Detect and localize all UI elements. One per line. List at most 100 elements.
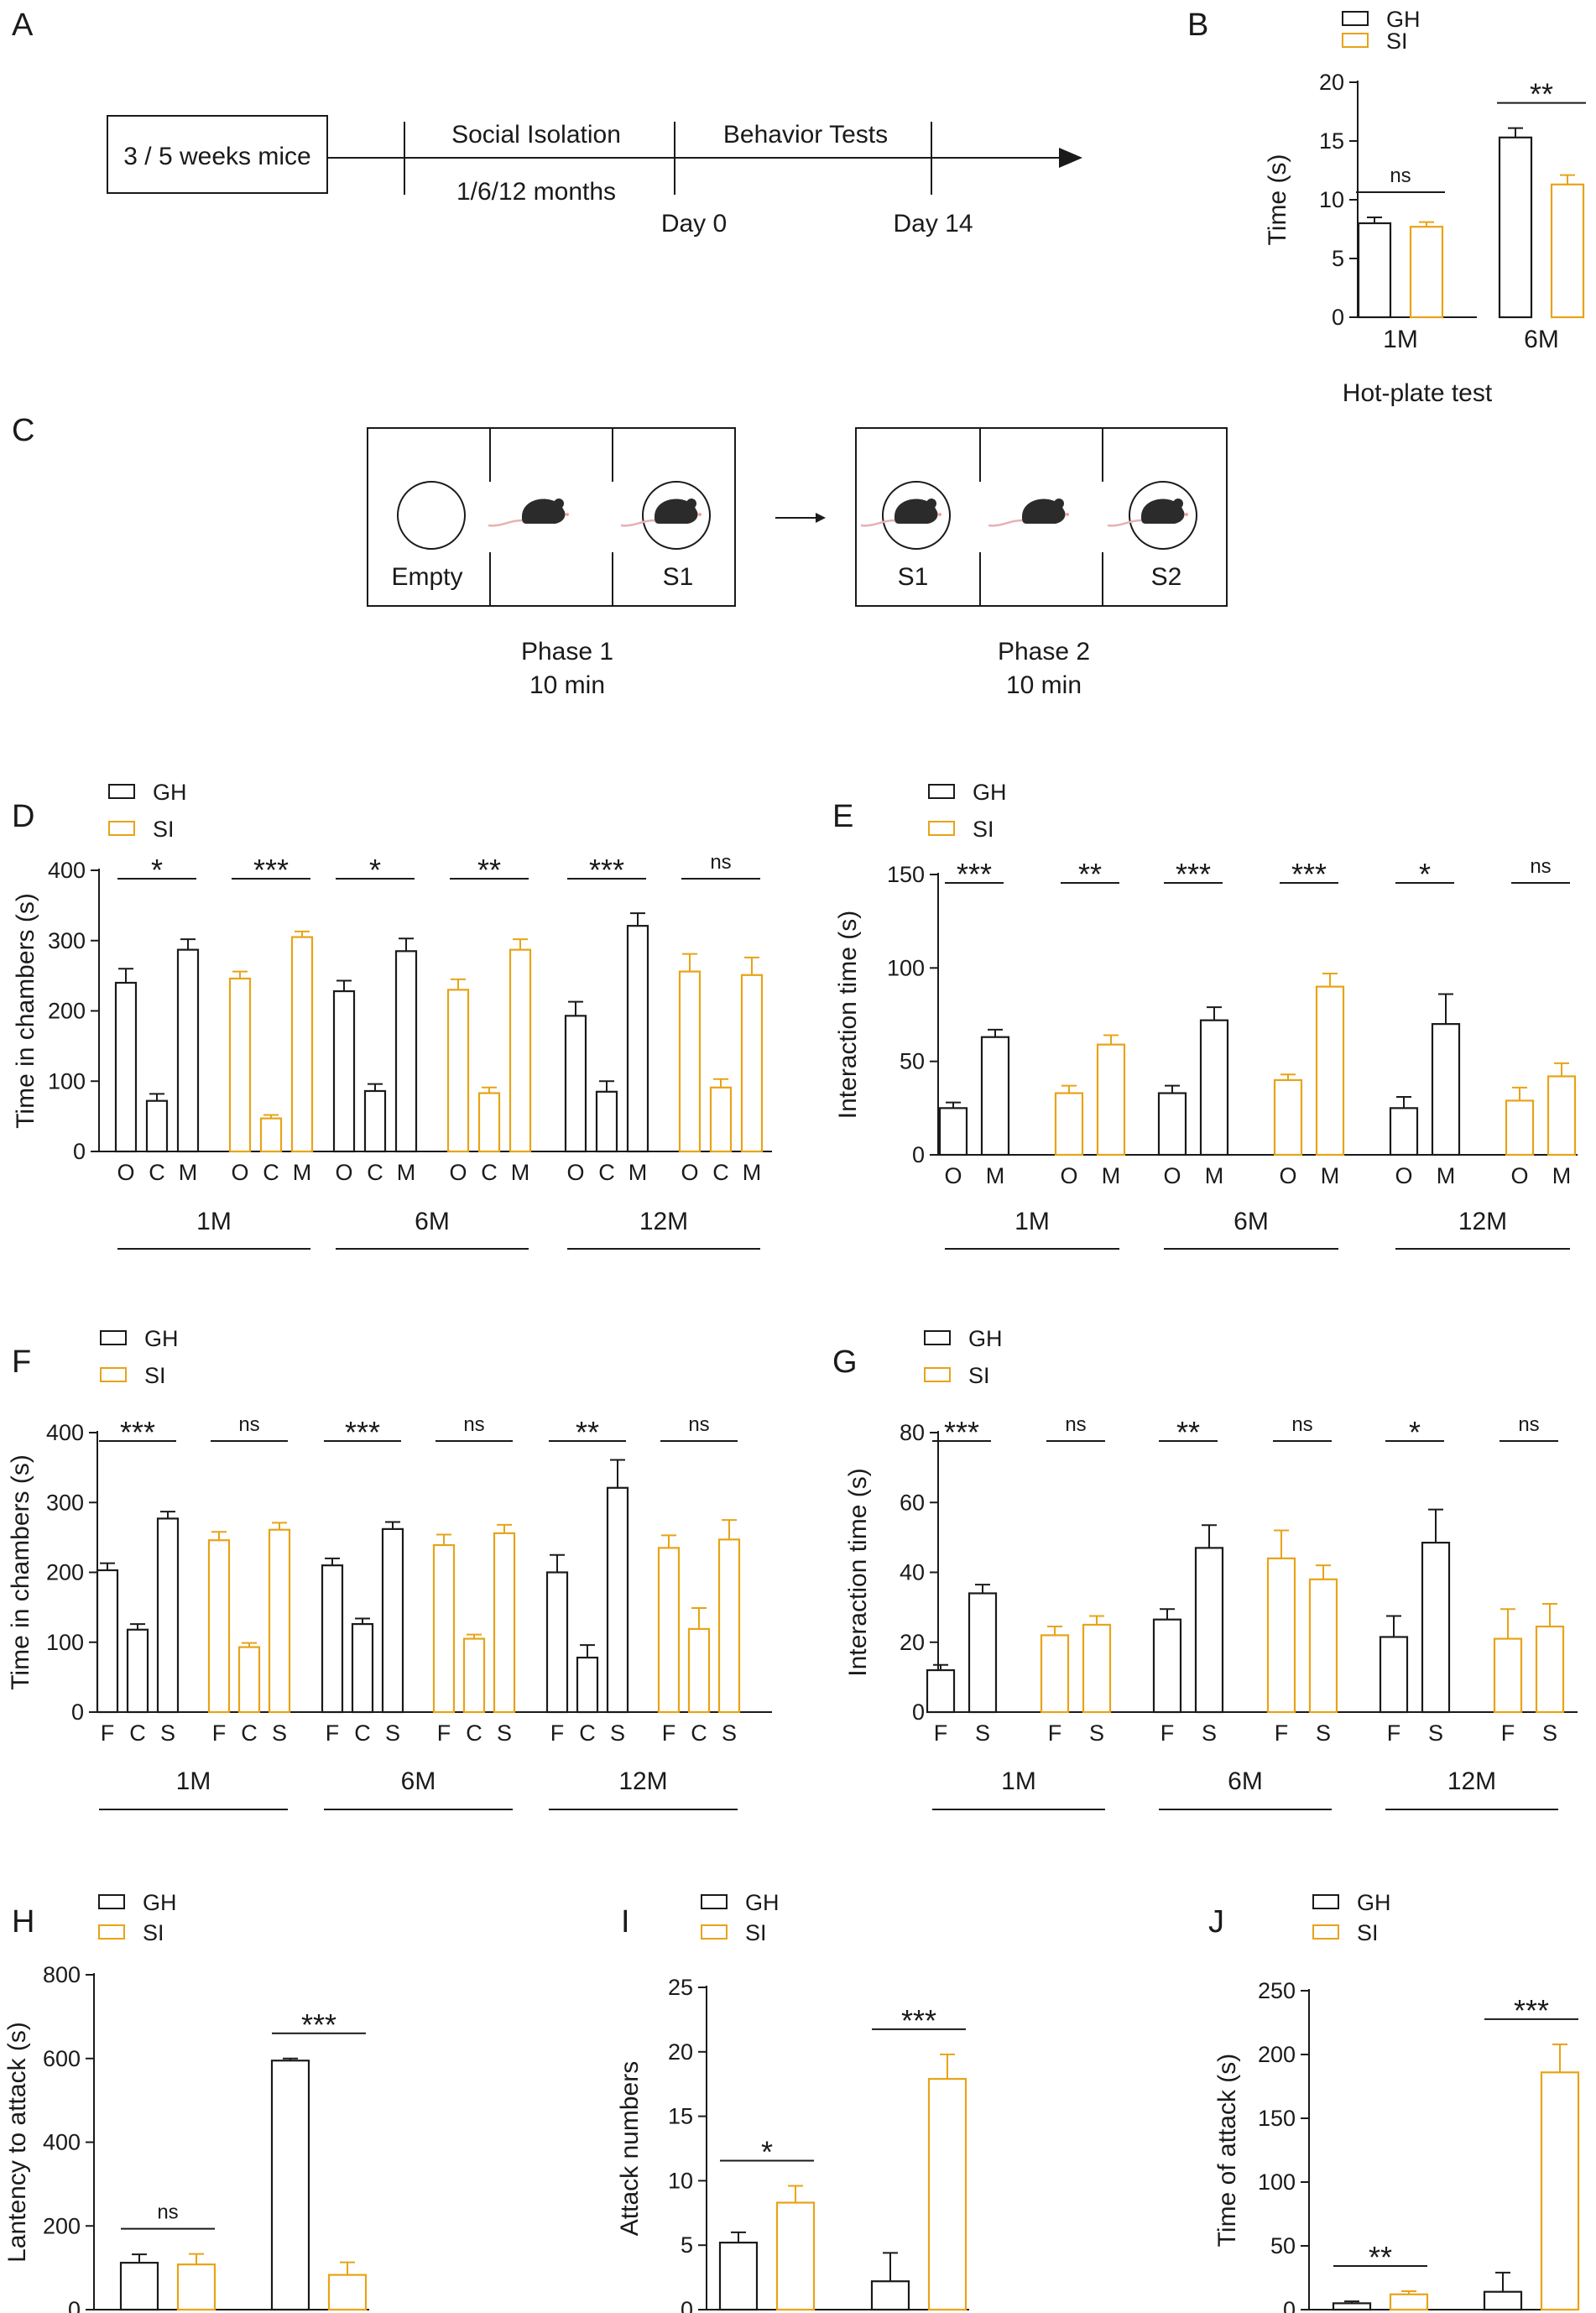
bar xyxy=(775,2201,816,2311)
x-category-label: S xyxy=(1089,1720,1104,1746)
bar xyxy=(1357,222,1392,319)
chamber-box-phase2 xyxy=(855,427,1228,607)
y-tick-label: 400 xyxy=(48,858,86,883)
panel-letter-e: E xyxy=(832,799,853,834)
phase1-duration: 10 min xyxy=(529,671,605,699)
bar xyxy=(1505,1099,1535,1156)
legend-label-si: SI xyxy=(1386,29,1408,54)
significance-label: *** xyxy=(120,1415,155,1449)
bar xyxy=(1535,1625,1565,1714)
significance-label: ns xyxy=(1390,164,1411,187)
y-axis-title: Time in chambers (s) xyxy=(7,1454,34,1690)
x-category-label: M xyxy=(1552,1163,1572,1188)
significance-label: * xyxy=(1419,857,1431,891)
bar xyxy=(1308,1578,1338,1714)
panel-letter-d: D xyxy=(12,799,34,834)
x-category-label: C xyxy=(241,1720,258,1746)
legend-swatch-gh xyxy=(924,1330,951,1345)
y-tick-label: 600 xyxy=(43,2046,81,2071)
significance-label: ns xyxy=(710,851,731,874)
x-category-label: F xyxy=(1387,1720,1401,1746)
x-category-label: C xyxy=(712,1160,729,1185)
legend-label-gh: GH xyxy=(968,1326,1003,1351)
cage-cup-icon xyxy=(882,481,951,550)
y-tick-label: 100 xyxy=(887,955,925,980)
bar xyxy=(1389,2293,1429,2311)
y-axis-title: Interaction time (s) xyxy=(844,1468,872,1676)
bar xyxy=(268,1528,291,1714)
group-label: 1M xyxy=(1001,1767,1036,1795)
bar xyxy=(968,1592,998,1714)
x-category-label: F xyxy=(662,1720,676,1746)
bar xyxy=(564,1015,587,1153)
bar xyxy=(595,1090,618,1153)
legend-swatch-si xyxy=(1312,1924,1339,1940)
x-category-label: O xyxy=(1395,1163,1412,1188)
bar xyxy=(509,948,532,1153)
cage-cup-icon xyxy=(1129,481,1197,550)
significance-label: *** xyxy=(957,857,992,891)
bar xyxy=(381,1527,404,1714)
timeline-box-label: 3 / 5 weeks mice xyxy=(123,143,310,170)
significance-label: *** xyxy=(1514,1993,1549,2028)
y-axis-title: Interaction time (s) xyxy=(834,911,862,1119)
timeline-day14-label: Day 14 xyxy=(893,210,973,238)
y-tick-label: 50 xyxy=(1270,2233,1296,2258)
significance-label: ** xyxy=(1369,2240,1392,2274)
y-axis-title: Lantency to attack (s) xyxy=(3,2022,31,2263)
bar xyxy=(1082,1623,1112,1714)
x-category-label: S xyxy=(722,1720,737,1746)
group-label: 1M xyxy=(1383,326,1418,353)
panel-letter-b: B xyxy=(1187,8,1208,43)
x-category-label: F xyxy=(550,1720,565,1746)
cage-cup-icon xyxy=(642,481,711,550)
bar xyxy=(114,981,138,1153)
y-tick-label: 200 xyxy=(46,1560,84,1585)
significance-label: *** xyxy=(345,1415,380,1449)
y-tick-label: 100 xyxy=(1258,2169,1296,2195)
panel-letter-h: H xyxy=(12,1904,34,1940)
bar xyxy=(363,1089,387,1153)
x-category-label: O xyxy=(231,1160,248,1185)
legend-swatch-si xyxy=(98,1924,125,1940)
significance-label: ** xyxy=(576,1415,599,1449)
x-category-label: F xyxy=(1275,1720,1289,1746)
legend-swatch-si xyxy=(701,1924,728,1940)
bar xyxy=(717,1538,741,1714)
bar xyxy=(740,974,764,1153)
bar xyxy=(1483,2290,1523,2311)
chamber-box-phase1 xyxy=(367,427,736,607)
x-category-label: M xyxy=(397,1160,416,1185)
legend-swatch-gh xyxy=(1312,1894,1339,1909)
y-tick-label: 15 xyxy=(1319,128,1344,154)
x-category-label: M xyxy=(986,1163,1005,1188)
legend-swatch-si xyxy=(924,1367,951,1382)
mouse-icon xyxy=(987,497,1071,527)
x-category-label: M xyxy=(511,1160,530,1185)
x-category-label: S xyxy=(975,1720,990,1746)
legend-label-si: SI xyxy=(968,1363,990,1388)
y-tick-label: 300 xyxy=(46,1490,84,1515)
bar xyxy=(493,1532,516,1714)
legend-swatch-si xyxy=(100,1367,127,1382)
group-label: 6M xyxy=(415,1208,450,1235)
group-label: 1M xyxy=(196,1208,232,1235)
x-category-label: O xyxy=(1279,1163,1296,1188)
bar xyxy=(290,936,314,1153)
group-label: 12M xyxy=(1447,1767,1496,1795)
phase1-left-label: Empty xyxy=(391,563,462,591)
legend-label-si: SI xyxy=(144,1363,166,1388)
x-category-label: C xyxy=(149,1160,165,1185)
x-category-label: O xyxy=(1060,1163,1077,1188)
y-tick-label: 15 xyxy=(668,2104,693,2129)
x-category-label: S xyxy=(160,1720,175,1746)
phase2-left-label: S1 xyxy=(898,563,929,591)
bar xyxy=(626,925,649,1153)
bar xyxy=(1054,1092,1084,1156)
bar xyxy=(709,1086,733,1153)
bar xyxy=(446,989,470,1153)
x-category-label: F xyxy=(437,1720,451,1746)
x-category-label: M xyxy=(628,1160,648,1185)
bar xyxy=(332,989,356,1153)
